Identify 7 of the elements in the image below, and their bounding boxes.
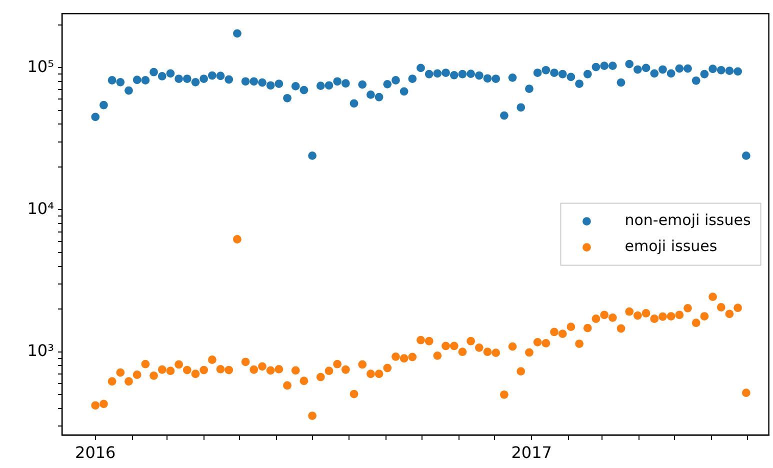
legend-label: non-emoji issues <box>624 211 751 230</box>
y-tick-label: 10⁵ <box>27 56 54 76</box>
legend-label: emoji issues <box>624 237 718 256</box>
y-tick-label: 10⁴ <box>27 198 54 218</box>
x-tick-label: 2017 <box>511 442 552 462</box>
y-tick-label: 10³ <box>27 341 54 360</box>
x-tick-label: 2016 <box>75 442 116 462</box>
